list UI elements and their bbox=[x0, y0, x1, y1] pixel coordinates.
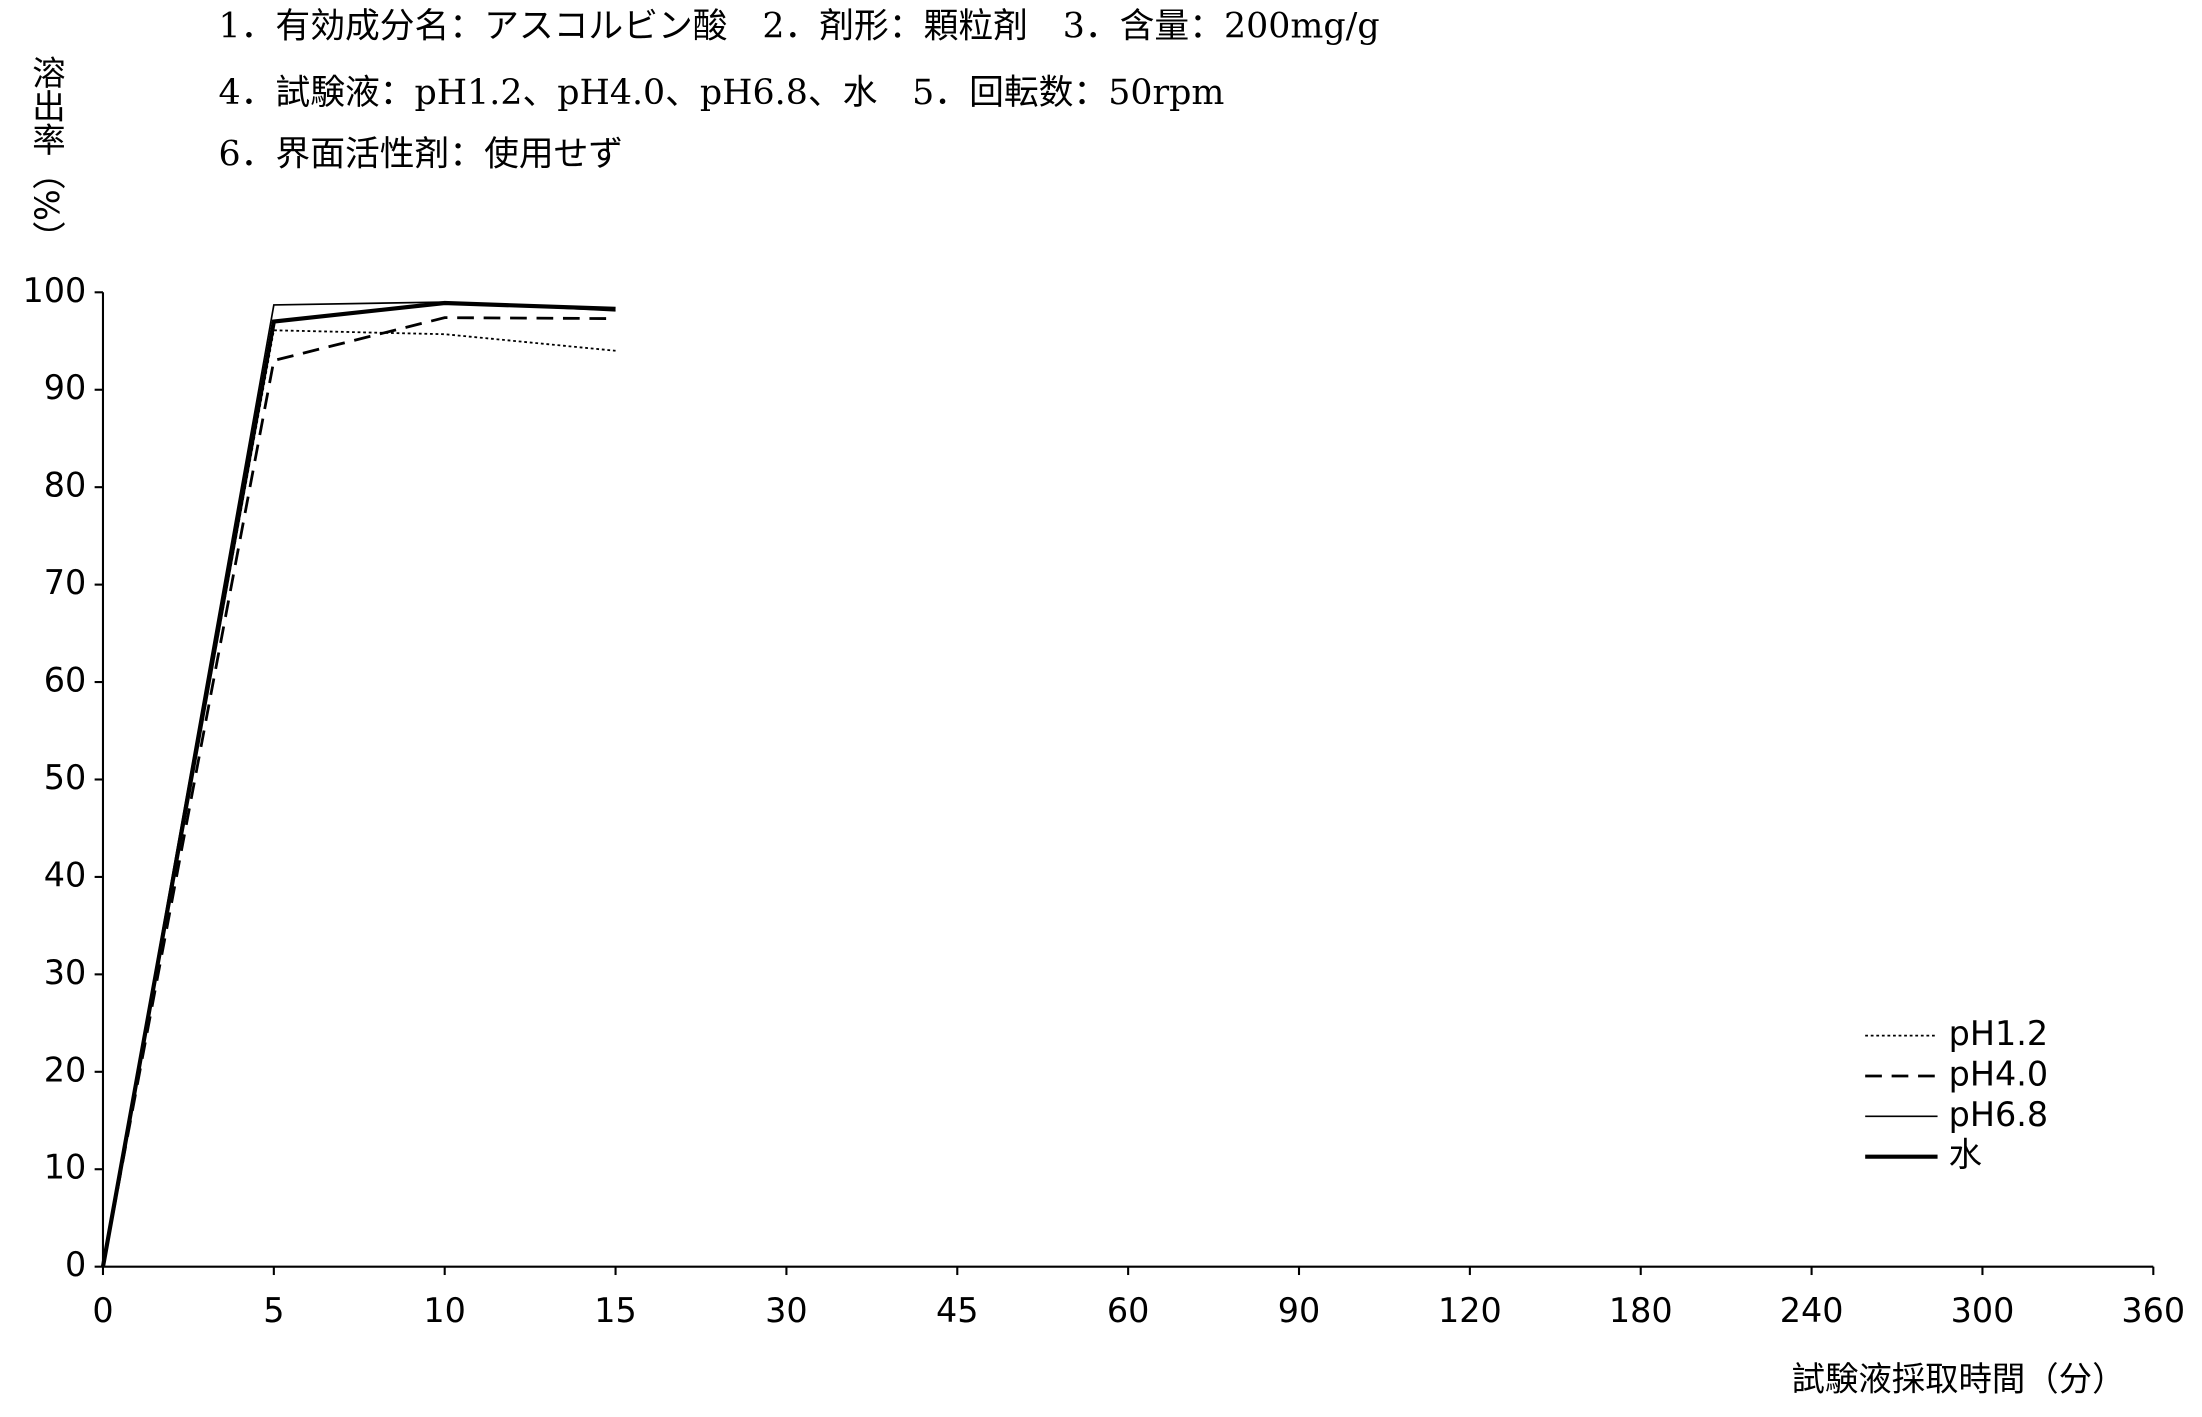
series-line bbox=[100, 300, 616, 1268]
annotation: 4．試験液：pH1.2、pH4.0、pH6.8、水 5．回転数：50rpm bbox=[219, 73, 1225, 113]
x-tick-label: 10 bbox=[423, 1291, 465, 1330]
series-line bbox=[101, 316, 616, 1267]
x-tick-label: 180 bbox=[1609, 1291, 1673, 1330]
x-tick-label: 90 bbox=[1278, 1291, 1321, 1330]
y-tick-label: 0 bbox=[65, 1245, 86, 1284]
x-tick-label: 5 bbox=[263, 1291, 284, 1330]
x-tick-label: 45 bbox=[936, 1291, 979, 1330]
x-axis-label: 試験液採取時間（分） bbox=[1792, 1359, 2126, 1398]
x-tick-label: 15 bbox=[594, 1291, 637, 1330]
y-axis-label: 溶出率（%） bbox=[26, 56, 65, 255]
x-tick-label: 240 bbox=[1780, 1291, 1844, 1330]
y-tick-label: 40 bbox=[44, 855, 86, 894]
x-tick-label: 120 bbox=[1438, 1291, 1502, 1330]
series-line bbox=[102, 301, 616, 1267]
x-tick-label: 30 bbox=[765, 1291, 808, 1330]
series-line bbox=[102, 329, 616, 1267]
y-tick-label: 70 bbox=[44, 563, 86, 602]
y-tick-label: 30 bbox=[44, 953, 86, 992]
y-tick-label: 20 bbox=[44, 1050, 86, 1089]
y-tick-label: 10 bbox=[44, 1148, 86, 1187]
y-tick-label: 80 bbox=[44, 466, 86, 505]
annotation: 6．界面活性剤：使用せず bbox=[219, 134, 624, 174]
y-tick-label: 50 bbox=[44, 758, 86, 797]
x-tick-label: 300 bbox=[1951, 1291, 2015, 1330]
y-tick-label: 60 bbox=[44, 661, 86, 700]
annotation: 1．有効成分名：アスコルビン酸 2．剤形：顆粒剤 3．含量：200mg/g bbox=[219, 6, 1380, 46]
x-tick-label: 0 bbox=[92, 1291, 113, 1330]
x-tick-label: 60 bbox=[1107, 1291, 1150, 1330]
legend-label: pH1.2 bbox=[1949, 1014, 2048, 1053]
legend-label: pH6.8 bbox=[1949, 1095, 2048, 1134]
y-tick-label: 90 bbox=[44, 368, 86, 407]
x-tick-label: 360 bbox=[2121, 1291, 2185, 1330]
y-tick-label: 100 bbox=[23, 271, 87, 310]
legend-label: 水 bbox=[1949, 1135, 1982, 1174]
legend-label: pH4.0 bbox=[1949, 1054, 2048, 1093]
